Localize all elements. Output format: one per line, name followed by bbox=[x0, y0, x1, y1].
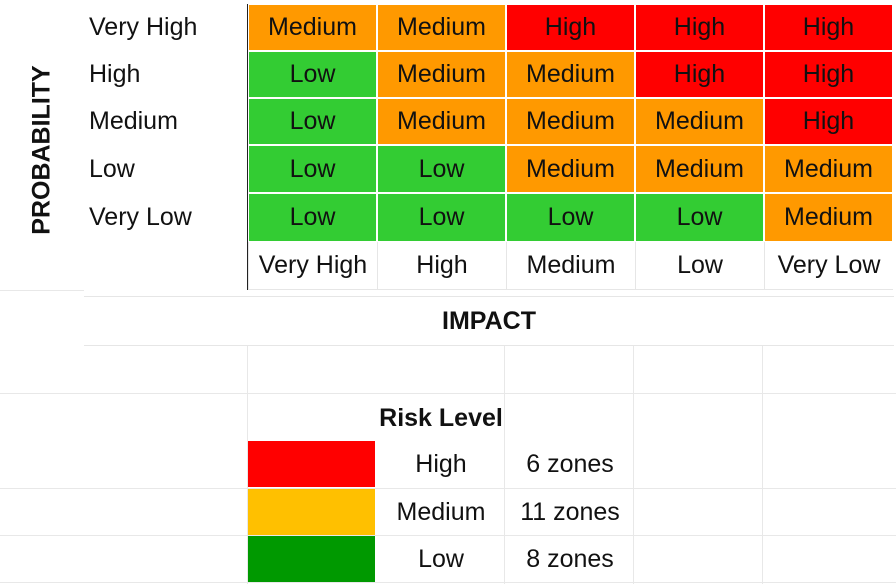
matrix-cell: Low bbox=[248, 145, 377, 193]
impact-axis-label: IMPACT bbox=[84, 296, 894, 346]
legend-swatch-low bbox=[248, 536, 375, 582]
matrix-cell: Medium bbox=[248, 4, 377, 51]
matrix-cell: Medium bbox=[635, 98, 764, 145]
matrix-cell: Medium bbox=[635, 145, 764, 193]
matrix-cell: Medium bbox=[764, 145, 893, 193]
matrix-cell: High bbox=[635, 51, 764, 98]
gridline bbox=[504, 346, 505, 584]
gridline bbox=[0, 290, 84, 291]
column-label: High bbox=[377, 242, 506, 290]
matrix-cell: Medium bbox=[377, 98, 506, 145]
matrix-cell: Low bbox=[248, 98, 377, 145]
gridline bbox=[0, 393, 896, 394]
gridline bbox=[0, 582, 896, 583]
matrix-cell: Low bbox=[377, 193, 506, 242]
legend-count: 11 zones bbox=[520, 497, 620, 526]
column-label: Low bbox=[635, 242, 764, 290]
row-label: Low bbox=[83, 145, 248, 193]
matrix-cell: Medium bbox=[506, 98, 635, 145]
row-label-empty bbox=[83, 242, 248, 290]
matrix-cell: Medium bbox=[377, 51, 506, 98]
row-label: Very High bbox=[83, 4, 248, 51]
matrix-cell: High bbox=[764, 4, 893, 51]
matrix-cell: High bbox=[764, 98, 893, 145]
legend-level: High bbox=[415, 449, 467, 478]
matrix-cell: Low bbox=[248, 51, 377, 98]
legend-swatch-medium bbox=[248, 489, 375, 535]
matrix-cell: Medium bbox=[377, 4, 506, 51]
legend-level: Medium bbox=[396, 497, 486, 526]
matrix-cell: Low bbox=[377, 145, 506, 193]
column-label: Medium bbox=[506, 242, 635, 290]
matrix-cell: Low bbox=[635, 193, 764, 242]
gridline bbox=[0, 535, 896, 536]
matrix-cell: Medium bbox=[506, 145, 635, 193]
gridline bbox=[633, 346, 634, 584]
column-label: Very Low bbox=[764, 242, 893, 290]
column-label: Very High bbox=[248, 242, 377, 290]
matrix-cell: Medium bbox=[764, 193, 893, 242]
matrix-cell: Medium bbox=[506, 51, 635, 98]
legend-swatch-high bbox=[248, 441, 375, 487]
row-label: Medium bbox=[83, 98, 248, 145]
legend-count: 6 zones bbox=[526, 449, 614, 478]
gridline bbox=[0, 488, 896, 489]
row-label: Very Low bbox=[83, 193, 248, 242]
gridline bbox=[247, 346, 248, 584]
gridline bbox=[762, 346, 763, 584]
legend-title: Risk Level bbox=[379, 403, 503, 432]
probability-axis-label: PROBABILITY bbox=[27, 65, 56, 235]
legend-count: 8 zones bbox=[526, 544, 614, 573]
matrix-cell: Low bbox=[506, 193, 635, 242]
matrix-cell: Low bbox=[248, 193, 377, 242]
row-label: High bbox=[83, 51, 248, 98]
legend-level: Low bbox=[418, 544, 464, 573]
matrix-cell: High bbox=[635, 4, 764, 51]
matrix-cell: High bbox=[506, 4, 635, 51]
matrix-cell: High bbox=[764, 51, 893, 98]
